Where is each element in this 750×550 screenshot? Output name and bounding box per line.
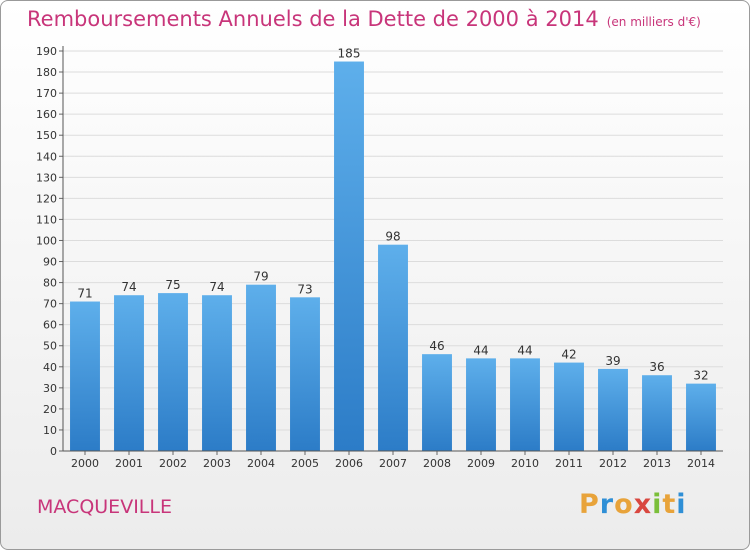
bar	[510, 358, 540, 451]
bar	[554, 362, 584, 451]
logo-letter: t	[662, 489, 677, 520]
y-tick-label: 30	[43, 382, 57, 395]
data-label: 36	[649, 360, 664, 374]
bar	[290, 297, 320, 451]
y-tick-label: 90	[43, 256, 57, 269]
y-tick-label: 70	[43, 298, 57, 311]
x-tick-label: 2009	[467, 457, 495, 470]
bar	[70, 301, 100, 451]
y-tick-label: 190	[36, 45, 57, 58]
logo-letter: P	[579, 489, 600, 520]
bar	[422, 354, 452, 451]
x-tick-label: 2004	[247, 457, 275, 470]
bar	[686, 383, 716, 451]
y-tick-label: 150	[36, 129, 57, 142]
chart-title-text: Remboursements Annuels de la Dette de 20…	[27, 7, 599, 31]
x-tick-label: 2008	[423, 457, 451, 470]
chart-subtitle: (en milliers d'€)	[606, 15, 701, 29]
x-tick-label: 2014	[687, 457, 715, 470]
x-tick-label: 2011	[555, 457, 583, 470]
bar	[158, 293, 188, 451]
y-tick-label: 160	[36, 108, 57, 121]
data-label: 98	[385, 230, 400, 244]
bar	[202, 295, 232, 451]
x-tick-label: 2001	[115, 457, 143, 470]
y-tick-label: 20	[43, 403, 57, 416]
data-label: 71	[77, 287, 92, 301]
proxiti-logo: Proxiti	[579, 489, 687, 520]
data-label: 74	[121, 280, 136, 294]
x-tick-label: 2007	[379, 457, 407, 470]
x-tick-label: 2013	[643, 457, 671, 470]
bar	[598, 368, 628, 451]
town-name: MACQUEVILLE	[37, 496, 172, 518]
y-tick-label: 100	[36, 234, 57, 247]
logo-letter: r	[599, 489, 615, 520]
bar	[334, 61, 364, 452]
x-tick-label: 2010	[511, 457, 539, 470]
y-tick-label: 120	[36, 192, 57, 205]
data-label: 39	[605, 354, 620, 368]
bar	[378, 244, 408, 451]
y-tick-label: 110	[36, 213, 57, 226]
y-tick-label: 10	[43, 424, 57, 437]
y-tick-label: 170	[36, 87, 57, 100]
y-tick-label: 40	[43, 361, 57, 374]
bar	[642, 375, 672, 451]
y-tick-label: 140	[36, 150, 57, 163]
logo-letter: i	[676, 489, 687, 520]
data-label: 74	[209, 280, 224, 294]
bar	[114, 295, 144, 451]
x-tick-label: 2000	[71, 457, 99, 470]
x-tick-label: 2002	[159, 457, 187, 470]
logo-letter: x	[633, 489, 653, 520]
data-label: 75	[165, 278, 180, 292]
chart-title: Remboursements Annuels de la Dette de 20…	[27, 7, 701, 31]
y-tick-label: 0	[50, 445, 57, 458]
y-tick-label: 50	[43, 340, 57, 353]
bar	[246, 284, 276, 451]
y-tick-label: 60	[43, 319, 57, 332]
x-tick-label: 2005	[291, 457, 319, 470]
data-label: 185	[338, 47, 361, 61]
y-tick-label: 180	[36, 66, 57, 79]
y-tick-label: 130	[36, 171, 57, 184]
logo-letter: i	[652, 489, 663, 520]
x-tick-label: 2006	[335, 457, 363, 470]
bar	[466, 358, 496, 451]
x-tick-label: 2012	[599, 457, 627, 470]
data-label: 32	[693, 369, 708, 383]
data-label: 44	[517, 343, 532, 357]
y-tick-label: 80	[43, 277, 57, 290]
logo-letter: o	[614, 489, 634, 520]
x-tick-label: 2003	[203, 457, 231, 470]
data-label: 44	[473, 343, 488, 357]
data-label: 46	[429, 339, 444, 353]
data-label: 79	[253, 270, 268, 284]
data-label: 42	[561, 348, 576, 362]
data-label: 73	[297, 282, 312, 296]
